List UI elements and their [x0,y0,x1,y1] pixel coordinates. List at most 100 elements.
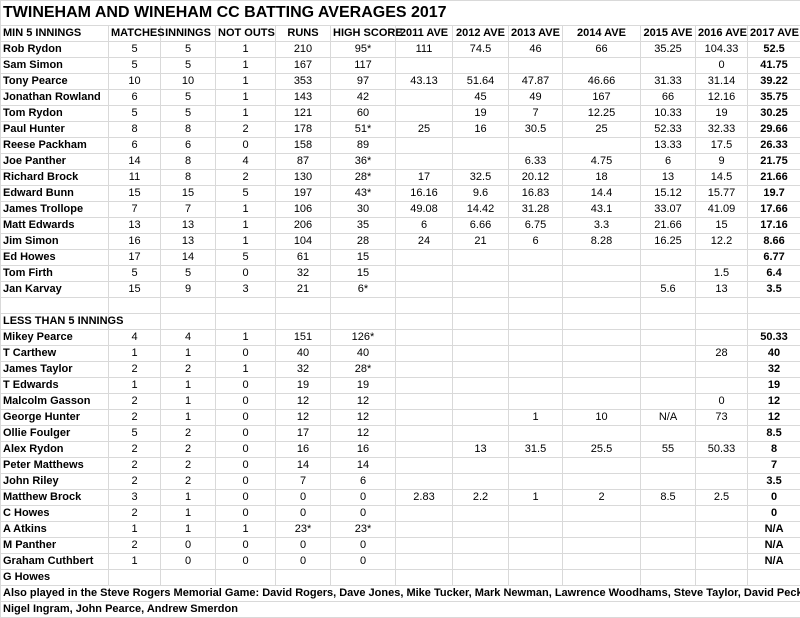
stat-cell: 6 [640,153,696,170]
stat-cell: 1 [508,409,563,426]
player-name: Edward Bunn [0,185,109,202]
stat-cell [395,89,453,106]
stat-cell: 17.5 [695,137,748,154]
stat-cell [562,137,641,154]
stat-cell: 5 [160,57,216,74]
stat-cell: 52.5 [746,41,800,58]
stat-cell: 0 [275,537,331,554]
stat-cell: 0 [160,537,216,554]
stat-cell [452,505,509,522]
stat-cell [452,377,509,394]
stat-cell: 19 [452,105,509,122]
player-row: Edward Bunn 15 15 5 197 43* 16.16 9.6 16.83 14.4 1… [0,185,800,202]
stat-cell: 8.5 [746,425,800,442]
stat-cell: 0 [215,377,276,394]
player-row: John Riley 2 2 0 7 6 3.5 [0,473,800,490]
stat-cell: 16 [108,233,161,250]
stat-cell [562,393,641,410]
stat-cell: 15 [108,185,161,202]
column-header: 2013 AVE [508,25,563,42]
stat-cell: 46.66 [562,73,641,90]
stat-cell [640,361,696,378]
player-row: James Trollope 7 7 1 106 30 49.08 14.42 31.28 43.… [0,201,800,218]
empty-cell [695,297,748,314]
stat-cell: 151 [275,329,331,346]
column-header: 2014 AVE [562,25,641,42]
player-name: James Trollope [0,201,109,218]
stat-cell: 12 [330,425,396,442]
stat-cell [395,361,453,378]
stat-cell [508,393,563,410]
stat-cell: 1 [215,217,276,234]
stat-cell: 2 [160,425,216,442]
stat-cell: 12.25 [562,105,641,122]
stat-cell: 66 [640,89,696,106]
stat-cell: 1 [508,489,563,506]
player-name: Sam Simon [0,57,109,74]
blank-row [0,297,800,314]
stat-cell: 0 [215,265,276,282]
player-row: Peter Matthews 2 2 0 14 14 7 [0,457,800,474]
stat-cell [562,425,641,442]
stat-cell: 13 [452,441,509,458]
stat-cell: 0 [215,393,276,410]
player-name: Malcolm Gasson [0,393,109,410]
stat-cell: 4 [215,153,276,170]
player-row: Paul Hunter 8 8 2 178 51* 25 16 30.5 25 52.33 32.33… [0,121,800,138]
stat-cell [640,249,696,266]
stat-cell [640,329,696,346]
stat-cell: 12 [275,393,331,410]
player-name: A Atkins [0,521,109,538]
empty-cell [395,297,453,314]
stat-cell: 43* [330,185,396,202]
player-name: Joe Panther [0,153,109,170]
stat-cell: N/A [746,537,800,554]
stat-cell [452,281,509,298]
stat-cell: 51* [330,121,396,138]
stat-cell: 0 [746,505,800,522]
stat-cell: 32.33 [695,121,748,138]
column-header: 2012 AVE [452,25,509,42]
player-name: Matt Edwards [0,217,109,234]
empty-cell [330,297,396,314]
stat-cell [395,553,453,570]
player-name: John Riley [0,473,109,490]
section-header-row: MIN 5 INNINGS MATCHES INNINGS NOT OUTS RUNS H… [0,25,800,42]
stat-cell: 55 [640,441,696,458]
empty-cell [508,297,563,314]
player-row: Tony Pearce 10 10 1 353 97 43.13 51.64 47.87 46.6… [0,73,800,90]
stat-cell: 35 [330,217,396,234]
stat-cell: 16 [275,441,331,458]
stat-cell: 1 [108,345,161,362]
stat-cell: 1 [215,233,276,250]
stat-cell: 28 [330,233,396,250]
stat-cell: 14 [275,457,331,474]
stat-cell: 2 [160,457,216,474]
stat-cell: 8 [160,153,216,170]
stat-cell: 2 [108,441,161,458]
stat-cell [395,345,453,362]
stat-cell [452,569,509,586]
stat-cell: 13 [640,169,696,186]
stat-cell [508,553,563,570]
empty-cell [695,313,748,330]
stat-cell: 12.16 [695,89,748,106]
stat-cell: 353 [275,73,331,90]
stat-cell: 19 [330,377,396,394]
stat-cell [452,137,509,154]
stat-cell [562,329,641,346]
stat-cell [508,137,563,154]
stat-cell [640,473,696,490]
stat-cell: 197 [275,185,331,202]
stat-cell: 5 [160,265,216,282]
stat-cell: 9.6 [452,185,509,202]
player-row: Richard Brock 11 8 2 130 28* 17 32.5 20.12 18 13 14… [0,169,800,186]
stat-cell: 8.5 [640,489,696,506]
stat-cell: 19.7 [746,185,800,202]
stat-cell: 32.5 [452,169,509,186]
stat-cell: 4 [160,329,216,346]
stat-cell [395,441,453,458]
stat-cell: 17.16 [746,217,800,234]
column-header: 2017 AVE [746,25,800,42]
